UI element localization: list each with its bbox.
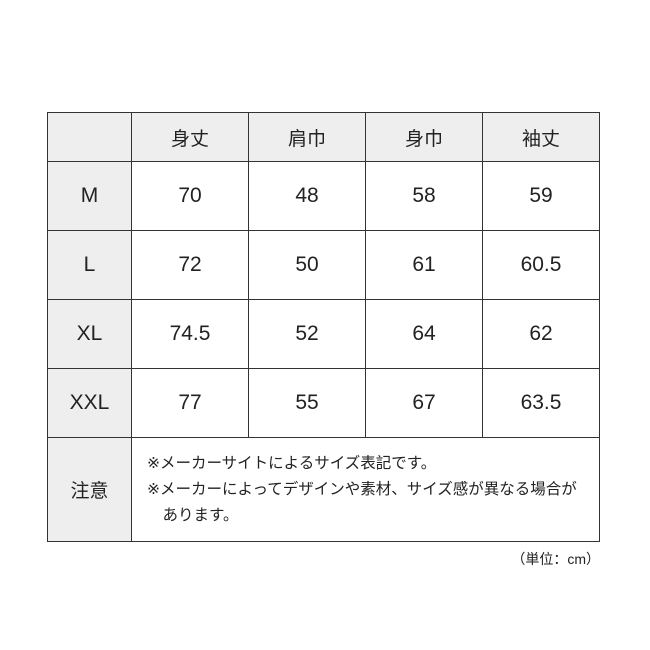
- notes-cell: ※メーカーサイトによるサイズ表記です。 ※メーカーによってデザインや素材、サイズ…: [131, 437, 600, 542]
- size-chart-table: 身丈 肩巾 身巾 袖丈 M 70 48 58 59 L 72 50 61 60.…: [47, 112, 600, 542]
- size-label: XXL: [47, 368, 132, 438]
- cell-value: 60.5: [482, 230, 600, 300]
- cell-value: 74.5: [131, 299, 249, 369]
- cell-value: 48: [248, 161, 366, 231]
- header-corner: [47, 112, 132, 162]
- cell-value: 63.5: [482, 368, 600, 438]
- cell-value: 55: [248, 368, 366, 438]
- header-length: 身丈: [131, 112, 249, 162]
- table-row: XXL 77 55 67 63.5: [47, 368, 600, 438]
- table-row: XL 74.5 52 64 62: [47, 299, 600, 369]
- table-row: M 70 48 58 59: [47, 161, 600, 231]
- note-item: ※メーカーサイトによるサイズ表記です。: [147, 454, 437, 472]
- cell-value: 67: [365, 368, 483, 438]
- cell-value: 64: [365, 299, 483, 369]
- cell-value: 52: [248, 299, 366, 369]
- cell-value: 77: [131, 368, 249, 438]
- header-sleeve: 袖丈: [482, 112, 600, 162]
- cell-value: 50: [248, 230, 366, 300]
- size-label: M: [47, 161, 132, 231]
- header-row: 身丈 肩巾 身巾 袖丈: [47, 112, 600, 162]
- notes-row: 注意 ※メーカーサイトによるサイズ表記です。 ※メーカーによってデザインや素材、…: [47, 437, 600, 542]
- note-item: ※メーカーによってデザインや素材、サイズ感が異なる場合があります。: [147, 480, 577, 524]
- cell-value: 61: [365, 230, 483, 300]
- cell-value: 58: [365, 161, 483, 231]
- size-label: XL: [47, 299, 132, 369]
- cell-value: 59: [482, 161, 600, 231]
- header-width: 身巾: [365, 112, 483, 162]
- cell-value: 62: [482, 299, 600, 369]
- cell-value: 72: [131, 230, 249, 300]
- cell-value: 70: [131, 161, 249, 231]
- header-shoulder: 肩巾: [248, 112, 366, 162]
- size-label: L: [47, 230, 132, 300]
- notes-label: 注意: [47, 437, 132, 542]
- unit-label: （単位：cm）: [511, 551, 600, 567]
- table-row: L 72 50 61 60.5: [47, 230, 600, 300]
